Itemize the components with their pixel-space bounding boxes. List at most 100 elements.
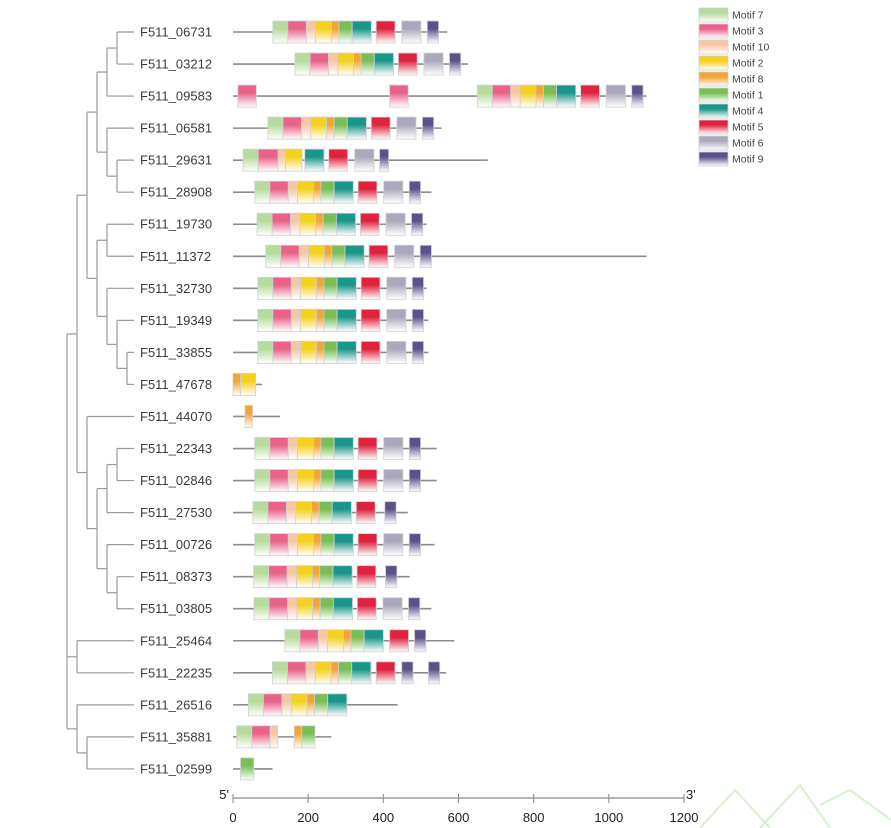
- motif-10-box: [277, 148, 287, 172]
- motif-3-box: [269, 469, 289, 492]
- gene-label: F511_06581: [140, 121, 212, 136]
- motif-3-box: [263, 693, 283, 717]
- gene-track: [233, 212, 427, 236]
- motif-7-box: [242, 148, 259, 172]
- motif-4-box: [336, 308, 357, 332]
- gene-label: F511_32730: [140, 281, 212, 296]
- motif-9-box: [419, 244, 432, 268]
- motif-3-box: [257, 148, 279, 172]
- gene-track: [233, 180, 432, 204]
- motif-7-box: [254, 180, 271, 204]
- motif-2-box: [300, 308, 317, 332]
- legend-item: Motif 5: [698, 119, 764, 135]
- motif-2-box: [300, 276, 317, 300]
- motif-8-box: [306, 693, 315, 717]
- motif-10-box: [269, 725, 279, 749]
- watermark: [699, 783, 891, 828]
- motif-3-box: [272, 308, 292, 332]
- motif-4-box: [331, 501, 352, 525]
- legend-label: Motif 5: [732, 122, 764, 134]
- motif-9-box: [411, 212, 424, 236]
- gene-label: F511_25464: [140, 633, 212, 648]
- axis-tick-label: 800: [523, 810, 545, 825]
- motif-3-box: [251, 725, 271, 749]
- axis-tick-label: 1000: [594, 810, 623, 825]
- legend-swatch: [698, 87, 729, 103]
- legend-swatch: [698, 135, 729, 151]
- five-prime-label: 5': [219, 787, 229, 802]
- motif-3-box: [271, 212, 291, 236]
- motif-1-box: [333, 116, 348, 140]
- gene-label: F511_02846: [140, 473, 212, 488]
- motif-1-box: [338, 20, 353, 44]
- motif-3-box: [491, 84, 512, 108]
- motif-4-box: [556, 84, 577, 108]
- legend-label: Motif 1: [732, 90, 764, 102]
- motif-4-box: [333, 533, 354, 557]
- legend-swatch: [698, 71, 729, 87]
- motif-2-box: [519, 84, 537, 108]
- motif-10-box: [287, 469, 299, 492]
- motif-8-box: [535, 84, 544, 108]
- gene-track: [233, 244, 647, 268]
- motif-9-box: [411, 276, 424, 300]
- motif-3-box: [269, 533, 289, 557]
- motif-10-box: [290, 308, 302, 332]
- motif-7-box: [248, 693, 264, 717]
- gene-label: F511_19349: [140, 313, 212, 328]
- gene-track: [233, 148, 488, 172]
- legend-swatch: [698, 39, 729, 55]
- legend-label: Motif 10: [732, 42, 770, 54]
- gene-track: [233, 565, 410, 589]
- motif-5-box: [355, 501, 376, 525]
- motif-10-box: [305, 661, 316, 685]
- motif-3-box: [237, 84, 257, 108]
- motif-2-box: [297, 533, 314, 557]
- motif-5-box: [357, 533, 378, 557]
- motif-2-box: [315, 20, 332, 44]
- motif-1-box: [320, 533, 335, 557]
- motif-7-box: [265, 244, 282, 268]
- gene-label: F511_27530: [140, 505, 212, 520]
- motif-6-box: [401, 20, 422, 44]
- gene-track: [233, 693, 398, 717]
- motif-8-box: [311, 501, 320, 525]
- motif-9-box: [385, 565, 398, 589]
- legend-label: Motif 9: [732, 154, 764, 166]
- motif-2-box: [314, 661, 332, 685]
- motif-3-box: [299, 629, 319, 653]
- gene-label: F511_44070: [140, 409, 212, 424]
- legend-label: Motif 7: [732, 10, 764, 22]
- phylogenetic-tree: [66, 31, 134, 770]
- motif-7-box: [254, 437, 271, 460]
- motif-8-box: [232, 373, 241, 396]
- motif-4-box: [333, 469, 354, 492]
- motif-8-box: [316, 308, 325, 332]
- legend-item: Motif 7: [698, 7, 764, 23]
- motif-2-box: [297, 469, 314, 492]
- gene-track: [233, 437, 437, 460]
- motif-6-box: [354, 148, 375, 172]
- motif-10-box: [305, 20, 317, 44]
- motif-10-box: [510, 84, 521, 108]
- motif-6-box: [386, 276, 407, 300]
- legend-label: Motif 2: [732, 58, 764, 70]
- motif-6-box: [394, 244, 415, 268]
- motif-10-box: [290, 340, 302, 364]
- motif-4-box: [344, 244, 365, 268]
- legend-item: Motif 8: [698, 71, 764, 87]
- gene-track: [233, 661, 447, 685]
- gene-label: F511_35881: [140, 729, 212, 744]
- motif-4-box: [351, 661, 372, 685]
- gene-track: [233, 308, 429, 332]
- motif-10-box: [290, 276, 302, 300]
- motif-4-box: [304, 148, 325, 172]
- gene-label: F511_03212: [140, 57, 212, 72]
- gene-track: [232, 373, 262, 396]
- motif-tracks: [232, 20, 647, 781]
- motif-legend: Motif 7 Motif 3 Motif 10 Motif 2 Motif 8 Moti…: [698, 7, 770, 167]
- motif-9-box: [449, 52, 462, 76]
- motif-8-box: [323, 244, 333, 268]
- motif-7-box: [272, 20, 289, 44]
